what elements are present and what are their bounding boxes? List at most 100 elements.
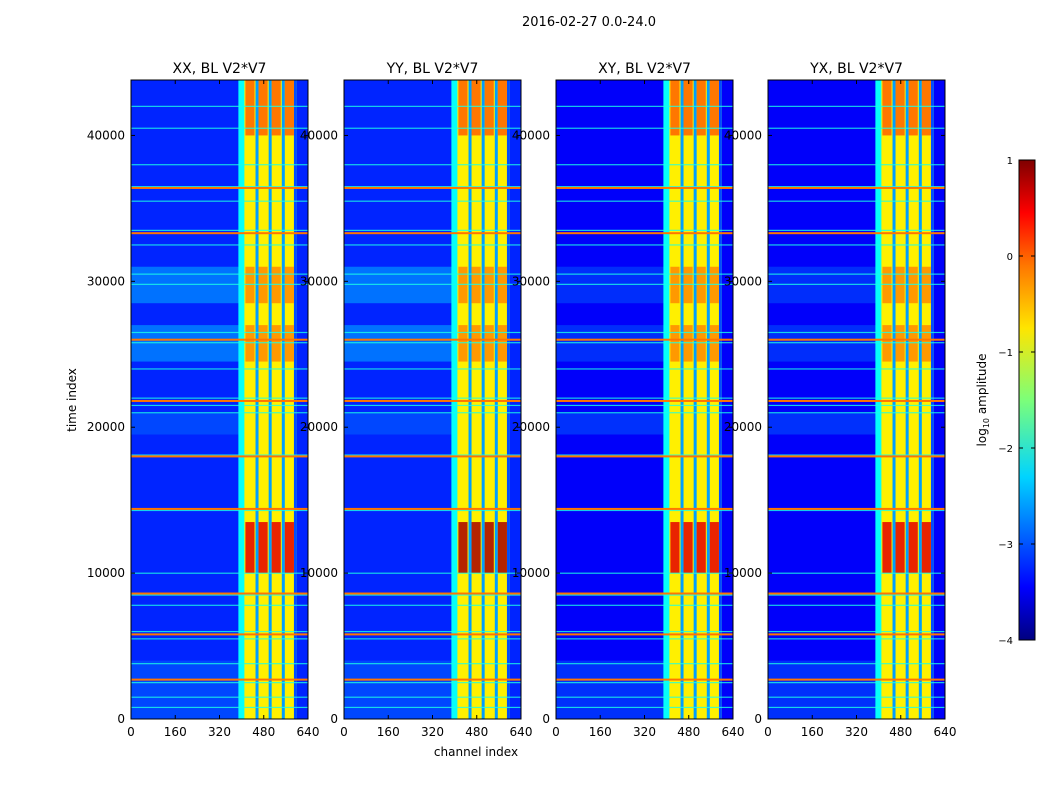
hot-region: [484, 266, 494, 304]
hot-region: [284, 80, 294, 136]
panel-3: YX, BL V2*V7 0 160 320 480 640 0 10000 20000 3000…: [724, 61, 957, 739]
rfi-row: [768, 572, 945, 574]
hot-region: [471, 325, 481, 362]
hot-region: [245, 80, 255, 136]
rfi-row: [768, 331, 945, 334]
subband-gap: [506, 80, 510, 719]
rfi-row: [344, 663, 521, 665]
rfi-row: [768, 105, 945, 107]
hot-region: [683, 522, 693, 574]
x-tick-label: 160: [164, 725, 187, 739]
rfi-row-strong: [556, 633, 733, 636]
rfi-row: [768, 244, 945, 246]
panel-title: YX, BL V2*V7: [809, 61, 903, 77]
rfi-row-strong: [556, 232, 733, 235]
rfi-row-strong: [556, 186, 733, 189]
rfi-row-strong: [131, 592, 308, 595]
rfi-row: [768, 638, 945, 640]
rfi-row: [768, 127, 945, 129]
hot-region: [271, 266, 281, 304]
rfi-row-strong: [768, 507, 945, 510]
rfi-row: [131, 105, 308, 107]
rfi-row-strong: [768, 232, 945, 235]
rfi-row: [131, 368, 308, 370]
x-tick-label: 320: [208, 725, 231, 739]
subband-gap: [892, 80, 896, 719]
colorbar-label: log10 amplitude: [975, 354, 991, 447]
y-tick-label: 0: [117, 712, 125, 726]
hot-region: [921, 80, 931, 136]
rfi-row-strong: [131, 507, 308, 510]
rfi-row-strong: [344, 232, 521, 235]
rfi-row-strong: [344, 507, 521, 510]
rfi-row: [556, 244, 733, 246]
rfi-row: [556, 342, 733, 344]
hot-region: [895, 522, 905, 574]
rfi-row: [768, 397, 945, 399]
rfi-row: [768, 663, 945, 665]
rfi-row: [768, 164, 945, 166]
rfi-row: [131, 682, 308, 684]
hot-region: [670, 80, 680, 136]
hot-region: [458, 80, 468, 136]
rfi-row: [131, 412, 308, 414]
background-haze: [768, 266, 882, 304]
hot-region: [895, 325, 905, 362]
y-tick-label: 20000: [87, 420, 125, 434]
rfi-row: [131, 127, 308, 129]
y-tick-label: 10000: [512, 566, 550, 580]
colorbar-label-prefix: log: [975, 428, 989, 446]
hot-region: [696, 80, 706, 136]
x-tick-label: 640: [934, 725, 957, 739]
rfi-row: [556, 572, 733, 574]
rfi-row: [344, 454, 521, 456]
hot-region: [670, 266, 680, 304]
rfi-row: [768, 229, 945, 231]
rfi-row: [344, 342, 521, 344]
subband-gap: [293, 80, 297, 719]
background-haze: [556, 266, 670, 304]
rfi-row: [131, 706, 308, 709]
hot-region: [484, 80, 494, 136]
rfi-row: [556, 368, 733, 370]
rfi-row: [768, 696, 945, 698]
rfi-row-strong: [131, 338, 308, 341]
x-tick-label: 320: [421, 725, 444, 739]
x-tick-label: 160: [801, 725, 824, 739]
rfi-row-strong: [344, 678, 521, 681]
hot-region: [458, 325, 468, 362]
rfi-row: [344, 273, 521, 275]
rfi-row: [344, 186, 521, 188]
hot-region: [895, 266, 905, 304]
hot-region: [245, 266, 255, 304]
rfi-row: [344, 682, 521, 684]
rfi-row: [131, 331, 308, 334]
x-tick-label: 640: [297, 725, 320, 739]
rfi-row-strong: [131, 678, 308, 681]
hot-region: [882, 522, 892, 574]
rfi-row: [556, 638, 733, 640]
rfi-row: [131, 200, 308, 202]
background-haze: [556, 412, 670, 435]
rfi-row: [556, 509, 733, 512]
rfi-row-strong: [556, 455, 733, 458]
subband-gap: [494, 80, 498, 719]
background-haze: [768, 325, 882, 362]
rfi-row: [344, 331, 521, 334]
rfi-row: [344, 594, 521, 596]
rfi-row: [344, 229, 521, 231]
rfi-row: [556, 273, 733, 275]
hot-region: [271, 80, 281, 136]
rfi-row-strong: [344, 455, 521, 458]
rfi-row: [556, 229, 733, 231]
rfi-row: [344, 696, 521, 698]
rfi-row: [344, 404, 521, 407]
colorbar-tick-label: −2: [998, 444, 1013, 455]
colorbar-label-sub: 10: [982, 418, 991, 428]
rfi-row: [556, 164, 733, 166]
hot-region: [484, 325, 494, 362]
rfi-row-strong: [556, 399, 733, 402]
hot-region: [245, 325, 255, 362]
x-tick-label: 160: [377, 725, 400, 739]
hot-region: [709, 325, 719, 362]
